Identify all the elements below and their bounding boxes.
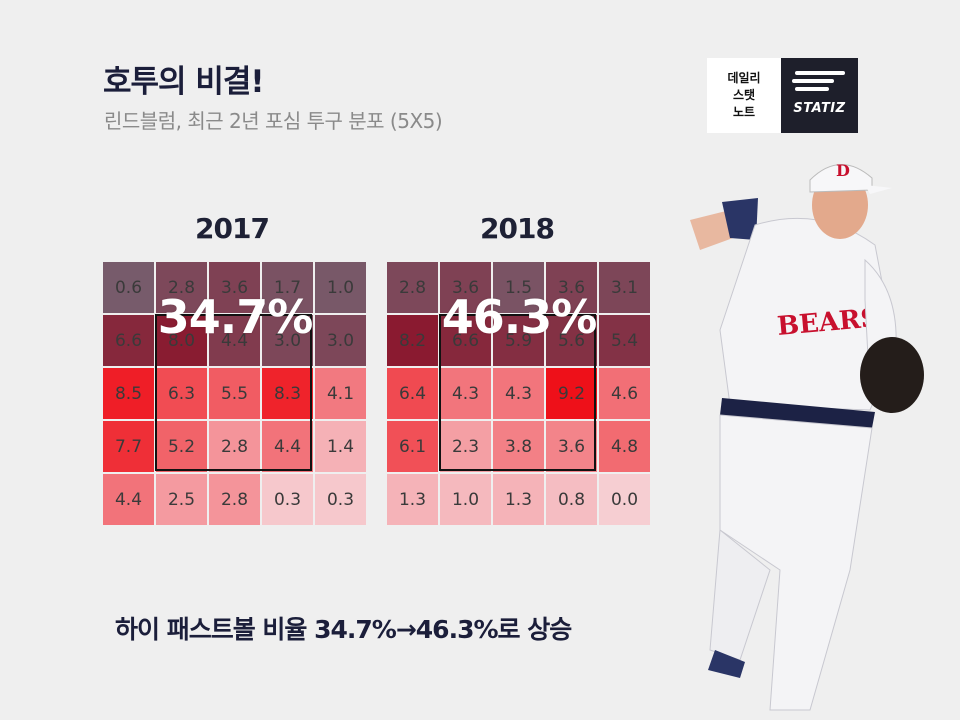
svg-text:D: D	[836, 161, 850, 180]
logo-mark: STATIZ	[781, 58, 858, 133]
chart-title-2018: 2018	[480, 212, 555, 245]
heatmap-cell: 0.8	[546, 474, 597, 525]
heatmap-cell: 3.1	[599, 262, 650, 313]
heatmap-cell: 1.4	[315, 421, 366, 472]
heatmap-cell: 3.6	[546, 262, 597, 313]
heatmap-cell: 8.2	[387, 315, 438, 366]
heatmap-cell: 2.3	[440, 421, 491, 472]
logo-line: 스탯	[732, 88, 756, 102]
heatmap-cell: 1.3	[387, 474, 438, 525]
heatmap-cell: 1.5	[493, 262, 544, 313]
heatmap-cell: 2.8	[209, 474, 260, 525]
heatmap-cell: 4.1	[315, 368, 366, 419]
heatmap-2018: 2.8 3.6 1.5 3.6 3.1 8.2 6.6 5.9 5.6 5.4 6.4 4.3 4.3 9…	[387, 262, 651, 526]
heatmap-cell: 8.5	[103, 368, 154, 419]
heatmap-cell: 0.3	[315, 474, 366, 525]
heatmap-cell: 4.6	[599, 368, 650, 419]
logo-stripe	[792, 79, 834, 83]
logo-wordmark: STATIZ	[793, 101, 846, 116]
logo-line: 노트	[732, 105, 756, 119]
heatmap-cell: 5.2	[156, 421, 207, 472]
heatmap-cell: 0.3	[262, 474, 313, 525]
heatmap-cell: 0.0	[599, 474, 650, 525]
heatmap-2017: 0.6 2.8 3.6 1.7 1.0 6.6 8.0 4.4 3.0 3.0 8.5 6.3 5.5 8…	[103, 262, 367, 526]
heatmap-cell: 1.7	[262, 262, 313, 313]
heatmap-cell: 6.6	[440, 315, 491, 366]
pitcher-photo: D BEARS	[690, 161, 924, 711]
summary-caption: 하이 패스트볼 비율 34.7%→46.3%로 상승	[115, 615, 572, 644]
heatmap-cell: 6.3	[156, 368, 207, 419]
heatmap-cell: 3.0	[262, 315, 313, 366]
page-subtitle: 린드블럼, 최근 2년 포심 투구 분포 (5X5)	[104, 109, 443, 133]
heatmap-cell: 2.8	[387, 262, 438, 313]
heatmap-cell: 0.6	[103, 262, 154, 313]
heatmap-cell: 5.9	[493, 315, 544, 366]
heatmap-cell: 6.4	[387, 368, 438, 419]
logo-stripe	[795, 87, 829, 91]
high-fastball-pct-2017: 34.7%	[157, 290, 314, 344]
logo-stripe	[795, 71, 845, 75]
heatmap-cell: 4.4	[209, 315, 260, 366]
heatmap-cell: 5.4	[599, 315, 650, 366]
heatmap-cell: 4.8	[599, 421, 650, 472]
high-fastball-pct-2018: 46.3%	[441, 290, 598, 344]
heatmap-cell: 7.7	[103, 421, 154, 472]
heatmap-cell: 3.6	[440, 262, 491, 313]
heatmap-cell: 3.6	[209, 262, 260, 313]
chart-title-2017: 2017	[195, 212, 270, 245]
statiz-logo: 데일리 스탯 노트 STATIZ	[707, 58, 858, 133]
heatmap-cell: 2.5	[156, 474, 207, 525]
heatmap-cell: 1.0	[315, 262, 366, 313]
heatmap-cell: 4.3	[493, 368, 544, 419]
heatmap-cell: 1.3	[493, 474, 544, 525]
heatmap-cell: 6.6	[103, 315, 154, 366]
heatmap-cell: 9.2	[546, 368, 597, 419]
heatmap-cell: 2.8	[209, 421, 260, 472]
heatmap-cell: 4.3	[440, 368, 491, 419]
heatmap-cell: 2.8	[156, 262, 207, 313]
logo-text-block: 데일리 스탯 노트	[707, 58, 781, 133]
heatmap-cell: 3.6	[546, 421, 597, 472]
heatmap-cell: 4.4	[103, 474, 154, 525]
heatmap-cell: 8.3	[262, 368, 313, 419]
logo-line: 데일리	[727, 71, 761, 85]
heatmap-cell: 3.0	[315, 315, 366, 366]
heatmap-cell: 5.5	[209, 368, 260, 419]
heatmap-cell: 8.0	[156, 315, 207, 366]
heatmap-cell: 4.4	[262, 421, 313, 472]
page-title: 호투의 비결!	[103, 64, 265, 100]
heatmap-cell: 5.6	[546, 315, 597, 366]
heatmap-cell: 6.1	[387, 421, 438, 472]
heatmap-cell: 3.8	[493, 421, 544, 472]
heatmap-cell: 1.0	[440, 474, 491, 525]
